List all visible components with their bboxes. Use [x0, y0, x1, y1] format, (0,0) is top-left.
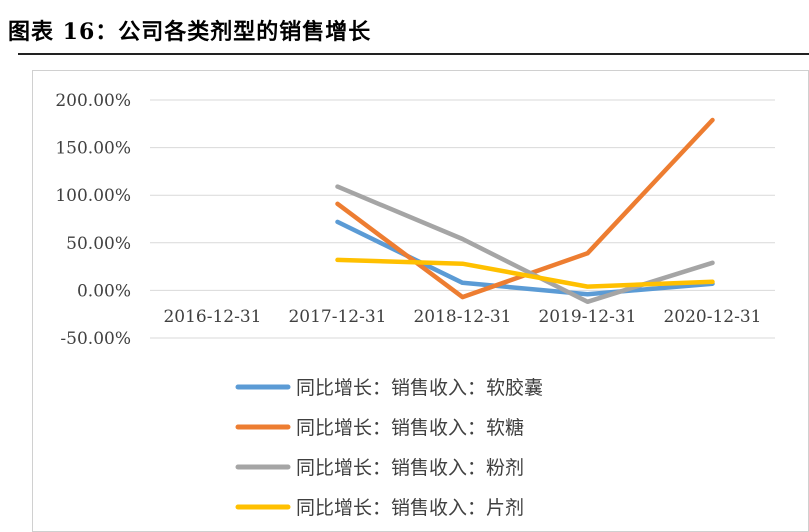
title-rule: [18, 53, 809, 55]
figure-title: 图表 16：公司各类剂型的销售增长: [8, 19, 372, 45]
series-lines: [335, 117, 715, 305]
legend-label: 同比增长：销售收入：片剂: [296, 497, 524, 519]
chart-frame: [32, 70, 809, 532]
legend-label: 同比增长：销售收入：粉剂: [296, 457, 524, 479]
x-tick-label: 2018-12-31: [413, 307, 511, 327]
y-tick-label: 50.00%: [66, 234, 131, 254]
gridlines: [150, 99, 775, 339]
y-tick-label: 0.00%: [77, 281, 131, 301]
x-axis-ticks: 2016-12-31 2017-12-31 2018-12-31 2019-12-31…: [163, 307, 761, 327]
y-tick-label: -50.00%: [60, 329, 131, 349]
y-axis-ticks: 200.00% 150.00% 100.00% 50.00% 0.00% -50.00%: [55, 91, 131, 349]
x-tick-label: 2020-12-31: [663, 307, 761, 327]
y-tick-label: 100.00%: [55, 186, 131, 206]
x-tick-label: 2017-12-31: [288, 307, 386, 327]
x-tick-label: 2019-12-31: [538, 307, 636, 327]
legend: 同比增长：销售收入：软胶囊同比增长：销售收入：软糖同比增长：销售收入：粉剂同比增…: [235, 377, 543, 519]
legend-label: 同比增长：销售收入：软糖: [296, 417, 524, 439]
y-tick-label: 150.00%: [55, 139, 131, 159]
series-line: [335, 257, 715, 289]
legend-label: 同比增长：销售收入：软胶囊: [296, 377, 543, 399]
x-tick-label: 2016-12-31: [163, 307, 261, 327]
y-tick-label: 200.00%: [55, 91, 131, 111]
line-chart: 200.00%150.00%100.00%50.00%0.00%-50.00% …: [55, 91, 775, 519]
